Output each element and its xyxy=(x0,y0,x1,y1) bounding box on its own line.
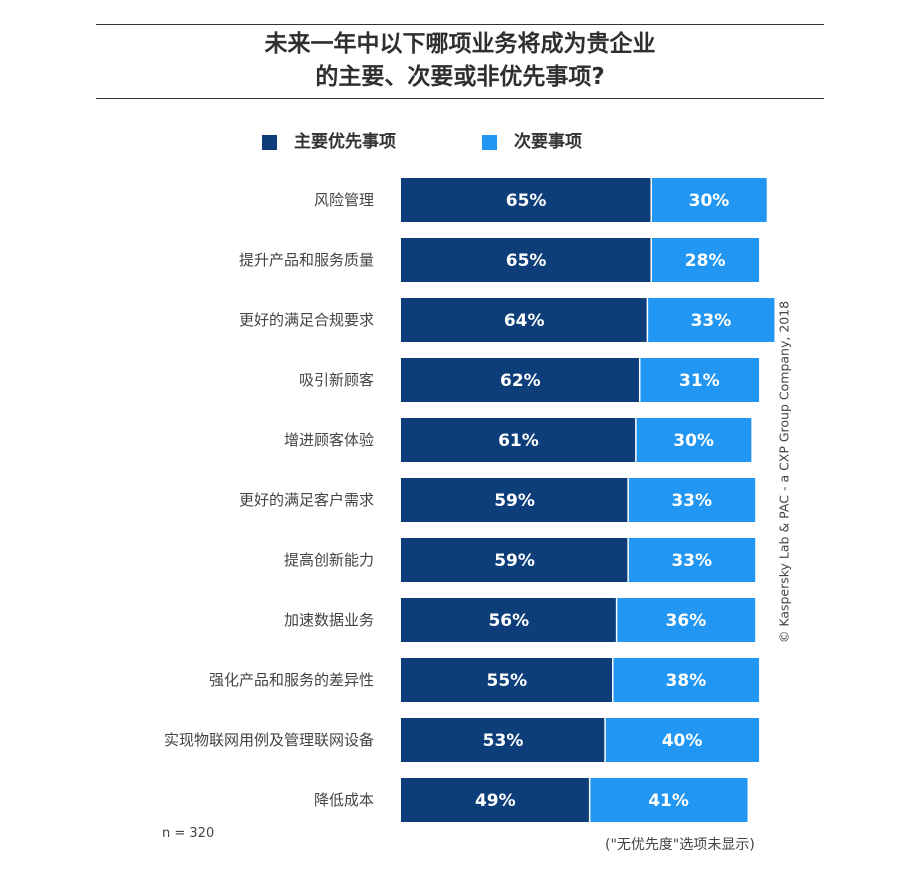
bar-secondary xyxy=(612,658,760,702)
title-bottom-rule xyxy=(96,98,824,99)
bar-secondary xyxy=(635,418,752,462)
category-label: 风险管理 xyxy=(314,191,374,209)
category-label: 提高创新能力 xyxy=(284,551,374,569)
bar-primary xyxy=(401,598,617,642)
category-label: 更好的满足客户需求 xyxy=(239,491,374,509)
bar-secondary-value-label: 30% xyxy=(689,191,730,211)
bar-primary-value-label: 61% xyxy=(498,431,539,451)
category-label: 吸引新顾客 xyxy=(299,371,374,389)
bar-primary-value-label: 59% xyxy=(494,551,535,571)
bar-secondary-value-label: 28% xyxy=(685,251,726,271)
bar-primary xyxy=(401,718,606,762)
bar-primary xyxy=(401,778,590,822)
bar-secondary-value-label: 33% xyxy=(691,311,732,331)
bar-primary-value-label: 65% xyxy=(506,191,547,211)
bar-secondary-value-label: 33% xyxy=(671,491,712,511)
bar-secondary-value-label: 41% xyxy=(648,791,689,811)
bar-secondary xyxy=(616,598,756,642)
legend-swatch-primary xyxy=(262,135,277,150)
bar-secondary xyxy=(651,238,760,282)
category-label: 降低成本 xyxy=(314,791,374,809)
bar-secondary-value-label: 30% xyxy=(673,431,714,451)
bar-secondary-value-label: 31% xyxy=(679,371,720,391)
bar-secondary xyxy=(628,478,756,522)
bar-primary xyxy=(401,478,629,522)
category-label: 提升产品和服务质量 xyxy=(239,251,374,269)
bar-primary-value-label: 62% xyxy=(500,371,541,391)
bar-primary xyxy=(401,538,629,582)
legend-label-secondary: 次要事项 xyxy=(514,132,582,152)
bar-primary xyxy=(401,418,636,462)
footnote: ("无优先度"选项未显示) xyxy=(605,837,755,853)
bar-primary xyxy=(401,658,613,702)
bar-primary xyxy=(401,358,640,402)
category-label: 增进顾客体验 xyxy=(284,431,374,449)
bar-secondary-value-label: 33% xyxy=(671,551,712,571)
sample-size-note: n = 320 xyxy=(162,826,215,841)
bar-primary-value-label: 56% xyxy=(488,611,529,631)
bar-secondary xyxy=(647,298,775,342)
legend-label-primary: 主要优先事项 xyxy=(294,132,396,152)
bar-primary xyxy=(401,298,648,342)
bar-primary xyxy=(401,238,652,282)
bar-secondary xyxy=(639,358,760,402)
bar-secondary-value-label: 40% xyxy=(662,731,703,751)
bar-secondary-value-label: 38% xyxy=(666,671,707,691)
bar-secondary xyxy=(589,778,748,822)
bar-secondary xyxy=(628,538,756,582)
bar-primary-value-label: 49% xyxy=(475,791,516,811)
bar-primary-value-label: 64% xyxy=(504,311,545,331)
bar-primary-value-label: 53% xyxy=(483,731,524,751)
title-line-2: 的主要、次要或非优先事项? xyxy=(315,64,605,90)
category-label: 加速数据业务 xyxy=(284,611,374,629)
chart-title: 未来一年中以下哪项业务将成为贵企业 的主要、次要或非优先事项? xyxy=(96,28,824,94)
bar-primary xyxy=(401,178,652,222)
bar-secondary xyxy=(605,718,760,762)
copyright-credit: © Kaspersky Lab & PAC - a CXP Group Comp… xyxy=(776,300,792,644)
title-line-1: 未来一年中以下哪项业务将成为贵企业 xyxy=(264,31,656,57)
category-label: 实现物联网用例及管理联网设备 xyxy=(164,731,374,749)
bar-primary-value-label: 59% xyxy=(494,491,535,511)
category-label: 强化产品和服务的差异性 xyxy=(209,671,374,689)
category-label: 更好的满足合规要求 xyxy=(239,311,374,329)
title-top-rule xyxy=(96,24,824,25)
legend-swatch-secondary xyxy=(482,135,497,150)
bar-primary-value-label: 55% xyxy=(487,671,528,691)
bar-secondary xyxy=(651,178,767,222)
bar-primary-value-label: 65% xyxy=(506,251,547,271)
bar-secondary-value-label: 36% xyxy=(666,611,707,631)
